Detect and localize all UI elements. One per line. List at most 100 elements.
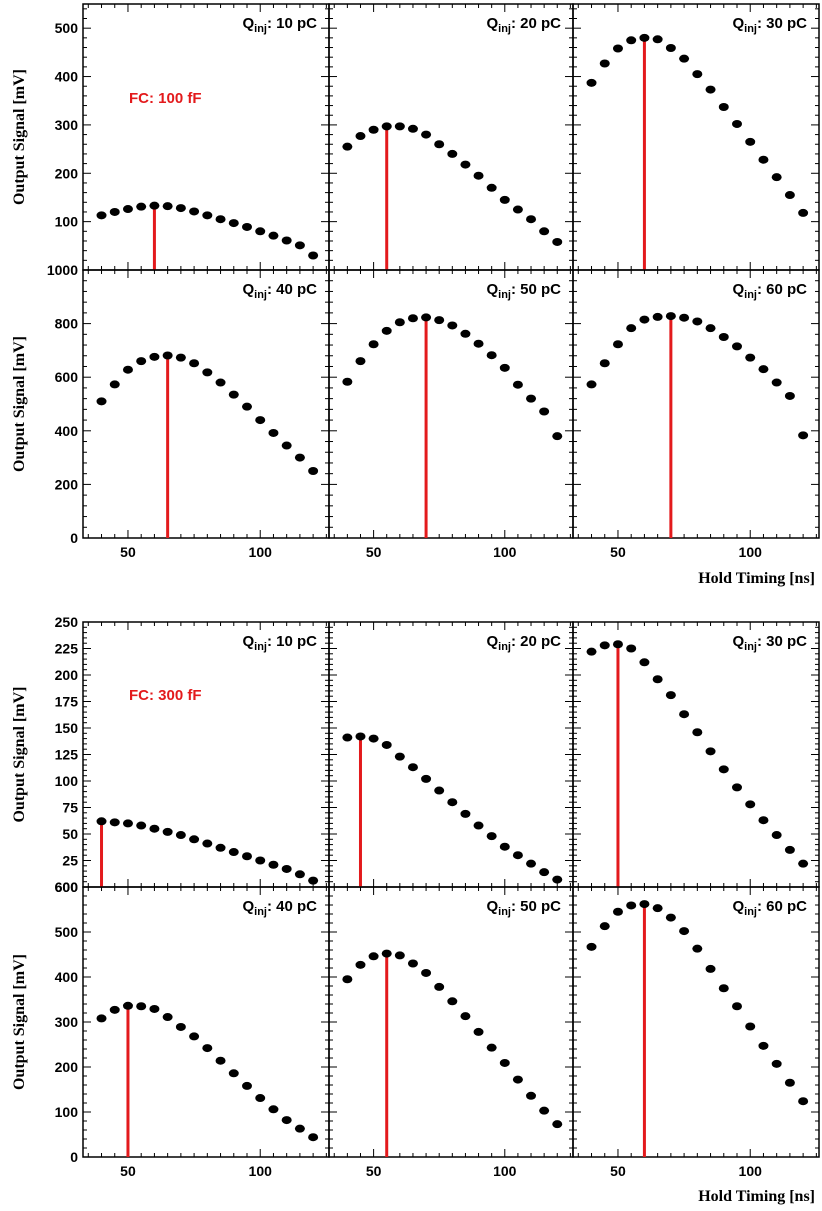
data-point <box>294 241 305 250</box>
data-point <box>758 365 769 374</box>
data-point <box>136 821 147 830</box>
data-point <box>705 324 716 333</box>
x-tick-label: 100 <box>739 544 763 560</box>
data-point <box>639 900 650 909</box>
y-tick-label: 100 <box>55 1104 79 1120</box>
data-point <box>718 333 729 341</box>
data-point <box>679 54 690 63</box>
x-tick-label: 100 <box>249 1163 273 1179</box>
data-point <box>639 658 650 667</box>
y-tick-label: 300 <box>55 117 79 133</box>
data-point <box>679 927 690 936</box>
data-point <box>294 1124 305 1133</box>
data-point <box>499 842 510 851</box>
data-point <box>122 1001 133 1010</box>
data-point <box>268 1105 279 1114</box>
x-axis-label: Hold Timing [ns] <box>698 570 815 587</box>
data-point <box>215 215 226 224</box>
data-point <box>447 997 458 1006</box>
data-point <box>771 831 782 840</box>
panel-4: Qinj: 40 pC <box>82 886 330 1158</box>
y-tick-label: 200 <box>55 165 79 181</box>
panel-5: Qinj: 50 pC <box>328 269 574 539</box>
x-tick-label: 50 <box>120 544 136 560</box>
data-point <box>136 357 147 366</box>
y-axis-label: Output Signal [mV] <box>11 954 28 1090</box>
data-point <box>175 831 186 840</box>
panel-frame <box>572 3 820 271</box>
data-point <box>202 1044 213 1053</box>
data-point <box>242 402 252 411</box>
x-tick-label: 100 <box>493 544 517 560</box>
data-point <box>460 809 471 818</box>
data-point <box>652 904 663 913</box>
data-point <box>599 59 610 68</box>
data-point <box>394 318 405 327</box>
data-point <box>718 984 729 993</box>
data-point <box>255 1094 266 1103</box>
data-point <box>149 201 160 210</box>
data-point <box>626 36 637 45</box>
y-axis-label: Output Signal [mV] <box>11 69 28 205</box>
data-point <box>599 359 610 368</box>
y-axis-label: Output Signal [mV] <box>11 686 28 822</box>
data-point <box>242 1081 252 1090</box>
data-point <box>189 835 200 844</box>
data-point <box>798 859 809 868</box>
data-point <box>255 227 266 236</box>
panel-frame <box>82 886 330 1158</box>
data-point <box>486 183 497 192</box>
data-point <box>136 202 147 211</box>
data-point <box>96 211 107 220</box>
data-point <box>626 644 637 653</box>
chart-figure-1: Output Signal [mV]1002003004005001000Qin… <box>11 3 820 587</box>
data-point <box>242 852 252 861</box>
panel-frame <box>82 269 330 539</box>
data-point <box>473 821 484 830</box>
data-point <box>771 1059 782 1068</box>
x-tick-label: 50 <box>366 1163 382 1179</box>
data-point <box>162 202 173 211</box>
data-point <box>745 137 756 146</box>
data-point <box>268 231 279 240</box>
data-point <box>732 1002 742 1011</box>
data-point <box>268 428 279 437</box>
data-point <box>355 132 366 141</box>
y-tick-label: 75 <box>62 800 78 816</box>
y-tick-label: 150 <box>55 720 79 736</box>
data-point <box>421 968 432 977</box>
data-point <box>586 647 597 656</box>
x-tick-label: 50 <box>610 1163 626 1179</box>
data-point <box>394 951 405 960</box>
y-tick-label: 200 <box>55 1059 79 1075</box>
data-point <box>499 363 510 372</box>
data-point <box>434 982 445 991</box>
y-tick-label: 400 <box>55 69 79 85</box>
data-point <box>784 845 795 854</box>
fc-label: FC: 300 fF <box>129 687 202 704</box>
data-point <box>355 732 366 741</box>
data-point <box>434 786 445 795</box>
panel-frame <box>328 621 574 888</box>
data-point <box>718 765 729 774</box>
data-point <box>228 390 239 399</box>
panel-6: Qinj: 60 pC <box>572 269 820 539</box>
data-point <box>407 124 418 133</box>
data-point <box>407 763 418 772</box>
data-point <box>381 326 392 335</box>
q-inj-label: Qinj: 40 pC <box>242 281 317 301</box>
q-inj-label: Qinj: 60 pC <box>732 898 807 918</box>
data-point <box>407 314 418 323</box>
y-tick-label: 250 <box>55 614 79 630</box>
data-point <box>692 317 703 326</box>
data-point <box>526 215 537 224</box>
y-tick-label: 25 <box>62 853 78 869</box>
y-tick-label: 1000 <box>47 262 78 278</box>
q-inj-label: Qinj: 50 pC <box>486 281 561 301</box>
data-point <box>705 964 716 973</box>
data-point <box>626 324 637 333</box>
data-point <box>771 173 782 182</box>
y-tick-label: 300 <box>55 1014 79 1030</box>
data-point <box>758 1041 769 1050</box>
data-point <box>189 1032 200 1041</box>
